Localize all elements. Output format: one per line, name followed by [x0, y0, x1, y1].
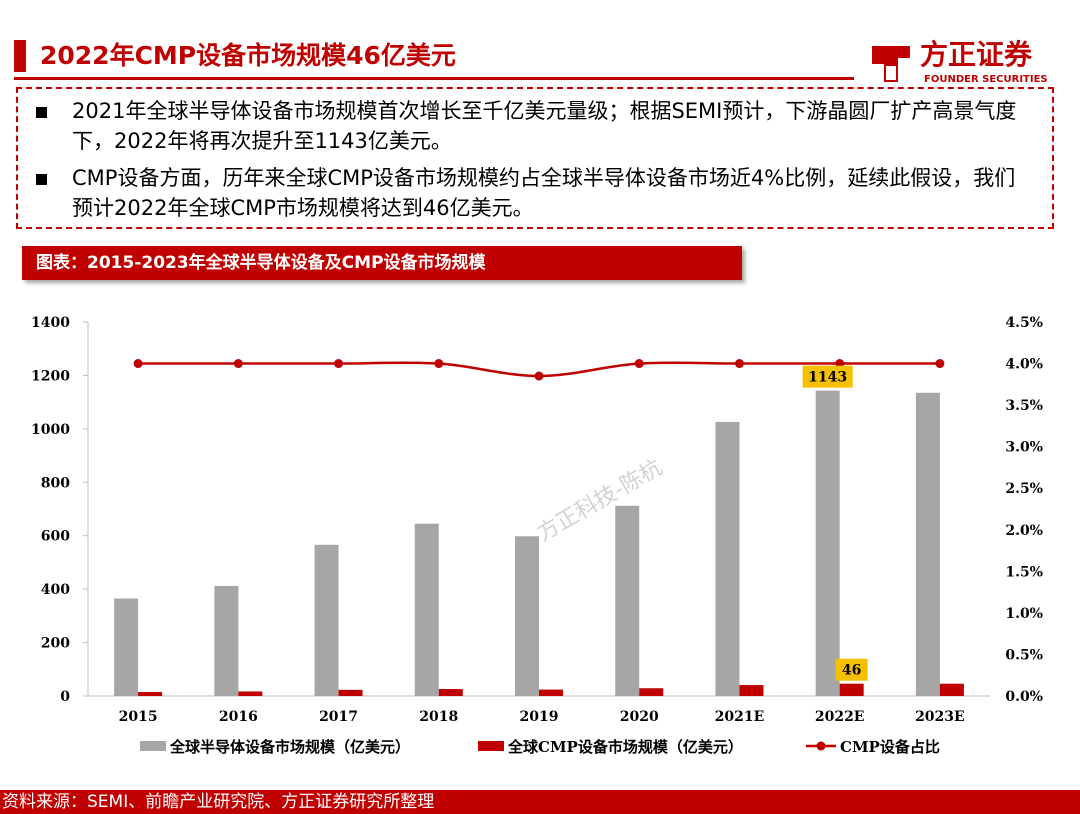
- founder-logo-icon: [872, 46, 910, 82]
- source-bar: 资料来源：SEMI、前瞻产业研究院、方正证券研究所整理: [0, 790, 1080, 814]
- y2-tick-label: 2.0%: [1005, 523, 1043, 539]
- y-tick-label: 1000: [31, 422, 70, 438]
- y-tick-label: 600: [41, 529, 70, 545]
- line-point-cmp-share: [935, 359, 945, 369]
- line-point-cmp-share: [634, 359, 644, 369]
- line-point-cmp-share: [534, 371, 544, 381]
- y-tick-label: 400: [41, 582, 70, 598]
- y-tick-label: 800: [41, 475, 70, 491]
- y-tick-label: 200: [41, 636, 70, 652]
- x-tick-label: 2021E: [715, 709, 765, 725]
- bar-cmp-equipment: [939, 683, 964, 696]
- legend-label-semiconductor: 全球半导体设备市场规模（亿美元）: [169, 738, 410, 756]
- figure-title: 图表：2015-2023年全球半导体设备及CMP设备市场规模: [36, 253, 486, 273]
- bar-semiconductor-equipment: [615, 505, 640, 696]
- y2-tick-label: 1.5%: [1005, 564, 1043, 580]
- summary-box: 2021年全球半导体设备市场规模首次增长至千亿美元量级；根据SEMI预计，下游晶…: [16, 87, 1054, 229]
- y2-tick-label: 0.5%: [1005, 647, 1043, 663]
- x-tick-label: 2015: [119, 709, 158, 725]
- bar-cmp-equipment: [539, 689, 563, 696]
- bar-semiconductor-equipment: [414, 523, 439, 696]
- bar-cmp-equipment: [238, 691, 263, 696]
- legend-label-share: CMP设备占比: [840, 738, 940, 756]
- bar-cmp-equipment: [438, 689, 463, 696]
- bar-semiconductor-equipment: [715, 421, 740, 696]
- bar-semiconductor-equipment: [515, 536, 539, 696]
- title-accent-bar: [14, 40, 26, 72]
- y2-tick-label: 4.0%: [1005, 357, 1043, 373]
- bar-cmp-equipment: [138, 691, 163, 696]
- y-tick-label: 1200: [31, 368, 70, 384]
- bar-semiconductor-equipment: [815, 390, 840, 696]
- logo-english-name: FOUNDER SECURITIES: [924, 74, 1048, 85]
- y2-tick-label: 3.0%: [1005, 440, 1043, 456]
- bullet-text: CMP设备方面，历年来全球CMP设备市场规模约占全球半导体设备市场近4%比例，延…: [72, 166, 1016, 220]
- line-point-cmp-share: [233, 359, 243, 369]
- bar-semiconductor-equipment: [915, 392, 940, 696]
- legend-label-cmp: 全球CMP设备市场规模（亿美元）: [507, 738, 743, 756]
- y2-tick-label: 4.5%: [1005, 315, 1043, 331]
- legend-swatch-line-point: [816, 741, 826, 751]
- x-tick-label: 2023E: [915, 709, 965, 725]
- legend-swatch-semiconductor: [140, 741, 166, 751]
- y-tick-label: 1400: [31, 315, 70, 331]
- bar-semiconductor-equipment: [114, 598, 139, 696]
- x-tick-label: 2019: [520, 709, 559, 725]
- bar-cmp-equipment: [639, 688, 664, 696]
- source-note: 资料来源：SEMI、前瞻产业研究院、方正证券研究所整理: [2, 792, 435, 812]
- x-tick-label: 2018: [419, 709, 458, 725]
- bullet-square-icon: [36, 174, 47, 185]
- line-point-cmp-share: [434, 359, 444, 369]
- company-logo: 方正证券 FOUNDER SECURITIES: [868, 38, 1058, 90]
- data-label: 46: [842, 663, 861, 679]
- line-point-cmp-share: [133, 359, 143, 369]
- page-title: 2022年CMP设备市场规模46亿美元: [40, 41, 456, 70]
- bar-cmp-equipment: [338, 689, 363, 696]
- x-tick-label: 2017: [319, 709, 358, 725]
- line-point-cmp-share: [334, 359, 344, 369]
- y2-tick-label: 2.5%: [1005, 481, 1043, 497]
- line-point-cmp-share: [734, 359, 744, 369]
- bar-cmp-equipment: [739, 685, 764, 696]
- market-size-chart: 0 200 400 600 800 1000 1200 1400 0.0% 0.5% 1.0% 1.5…: [31, 315, 1043, 756]
- bullet-square-icon: [36, 107, 47, 118]
- title-divider: [14, 77, 854, 80]
- bar-semiconductor-equipment: [214, 585, 239, 696]
- figure-title-banner: 图表：2015-2023年全球半导体设备及CMP设备市场规模: [22, 246, 742, 280]
- bullet-text: 2021年全球半导体设备市场规模首次增长至千亿美元量级；根据SEMI预计，下游晶…: [72, 99, 1017, 153]
- data-label: 1143: [808, 370, 847, 386]
- y2-tick-label: 3.5%: [1005, 398, 1043, 414]
- data-label-box: [802, 365, 853, 388]
- legend-swatch-cmp: [478, 741, 504, 751]
- y2-tick-label: 0.0%: [1005, 689, 1043, 705]
- bar-cmp-equipment: [839, 683, 864, 696]
- x-tick-label: 2022E: [815, 709, 865, 725]
- logo-chinese-name: 方正证券: [920, 38, 1033, 71]
- y2-tick-label: 1.0%: [1005, 606, 1043, 622]
- data-label-box: [835, 658, 868, 681]
- y-tick-label: 0: [60, 689, 70, 705]
- x-tick-label: 2020: [620, 709, 659, 725]
- x-tick-label: 2016: [219, 709, 258, 725]
- bar-semiconductor-equipment: [314, 544, 339, 696]
